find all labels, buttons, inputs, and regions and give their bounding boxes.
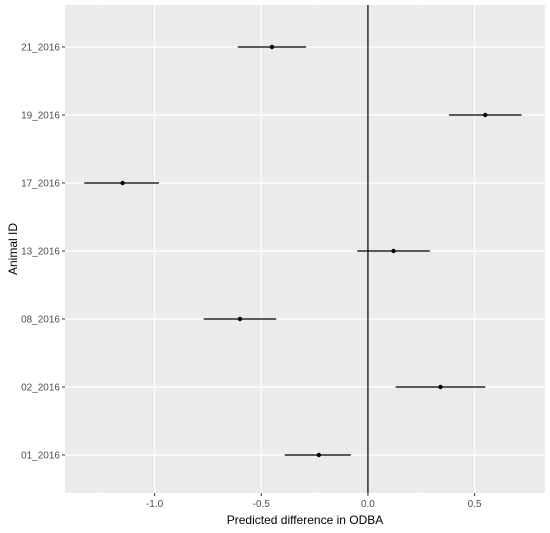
x-axis-title: Predicted difference in ODBA bbox=[227, 513, 384, 527]
x-tick-label: -1.0 bbox=[146, 499, 164, 510]
y-tick-label: 19_2016 bbox=[21, 111, 60, 122]
y-tick-label: 08_2016 bbox=[21, 315, 60, 326]
point-01_2016 bbox=[316, 452, 322, 458]
x-tick-label: 0.0 bbox=[361, 499, 375, 510]
y-axis: 01_2016 02_2016 08_2016 13_2016 17_2016 19_20… bbox=[21, 43, 65, 462]
x-tick-label: -0.5 bbox=[253, 499, 271, 510]
point-02_2016 bbox=[438, 384, 443, 390]
y-tick-label: 17_2016 bbox=[21, 179, 60, 190]
point-series bbox=[120, 44, 488, 458]
x-axis: -1.0 -0.5 0.0 0.5 bbox=[146, 493, 482, 510]
y-tick-label: 01_2016 bbox=[21, 451, 60, 462]
minor-gridlines bbox=[100, 5, 529, 493]
panel-background bbox=[65, 5, 545, 493]
x-tick-label: 0.5 bbox=[468, 499, 482, 510]
y-tick-label: 02_2016 bbox=[21, 383, 60, 394]
point-13_2016 bbox=[391, 248, 396, 254]
point-08_2016 bbox=[237, 316, 243, 322]
y-tick-label: 21_2016 bbox=[21, 43, 60, 54]
point-19_2016 bbox=[483, 112, 488, 118]
major-gridlines bbox=[65, 5, 545, 493]
y-tick-label: 13_2016 bbox=[21, 247, 60, 258]
point-17_2016 bbox=[120, 180, 125, 186]
y-axis-title: Animal ID bbox=[6, 223, 20, 275]
point-21_2016 bbox=[269, 44, 275, 50]
